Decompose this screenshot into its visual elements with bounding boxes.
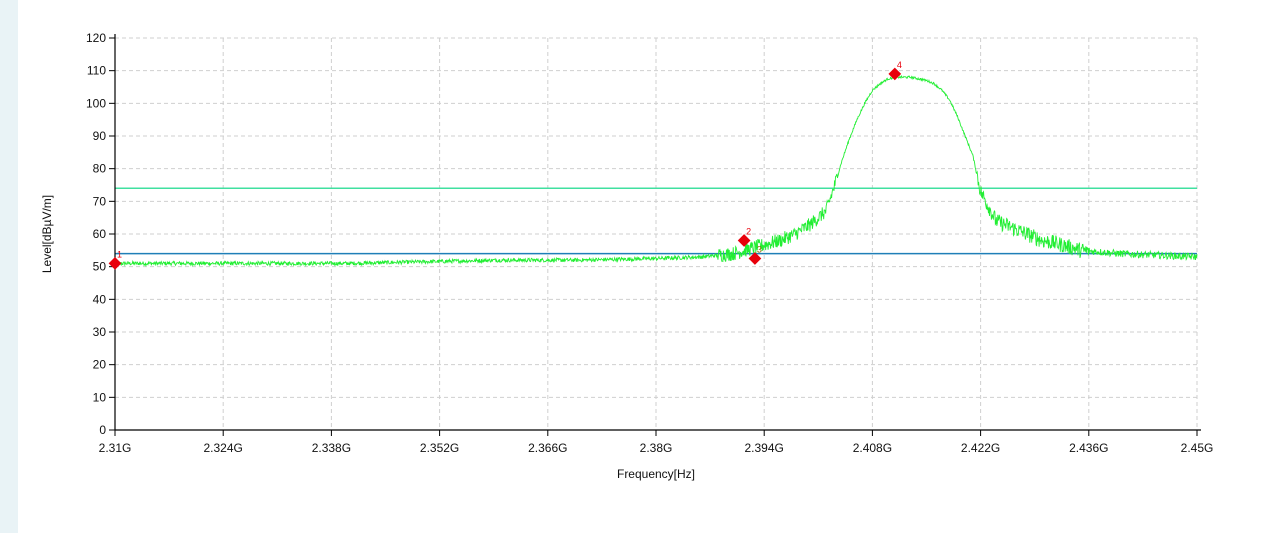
marker-label: 3 (757, 245, 762, 255)
x-tick-label: 2.366G (528, 441, 567, 455)
y-tick-label: 80 (93, 162, 107, 176)
spectrum-chart: 2.31G 2.324G 2.338G 2.352G 2.366G 2.38G 2.394G… (40, 31, 1213, 481)
y-tick-label: 120 (86, 31, 106, 45)
series-trace (114, 74, 1198, 267)
y-tick-label: 0 (99, 423, 106, 437)
grid (114, 37, 1198, 431)
y-tick-label: 50 (93, 260, 107, 274)
limit-lines (115, 187, 1197, 255)
x-tick-label: 2.338G (312, 441, 351, 455)
y-tick-label: 90 (93, 129, 107, 143)
x-tick-label: 2.436G (1069, 441, 1108, 455)
y-tick-label: 60 (93, 227, 107, 241)
x-axis-title: Frequency[Hz] (617, 467, 695, 481)
marker-label: 1 (117, 249, 122, 259)
x-tick-label: 2.38G (640, 441, 673, 455)
axes: 2.31G 2.324G 2.338G 2.352G 2.366G 2.38G 2.394G… (86, 31, 1213, 455)
y-axis-title: Level[dBµV/m] (40, 195, 54, 273)
y-tick-label: 40 (93, 292, 107, 306)
y-tick-label: 10 (93, 390, 107, 404)
y-tick-label: 70 (93, 194, 107, 208)
marker-point (108, 257, 122, 270)
x-tick-label: 2.394G (745, 441, 784, 455)
x-tick-label: 2.324G (204, 441, 243, 455)
marker-label: 2 (746, 227, 751, 237)
x-tick-label: 2.422G (961, 441, 1000, 455)
marker-label: 4 (897, 60, 902, 70)
y-tick-label: 20 (93, 358, 107, 372)
x-tick-label: 2.408G (853, 441, 892, 455)
x-tick-label: 2.31G (99, 441, 132, 455)
x-tick-label: 2.352G (420, 441, 459, 455)
y-tick-label: 110 (87, 64, 106, 78)
chart-panel: 2.31G 2.324G 2.338G 2.352G 2.366G 2.38G 2.394G… (18, 0, 1262, 533)
series-layer (114, 74, 1198, 267)
y-tick-label: 100 (86, 96, 106, 110)
y-tick-label: 30 (93, 325, 107, 339)
x-tick-label: 2.45G (1181, 441, 1214, 455)
